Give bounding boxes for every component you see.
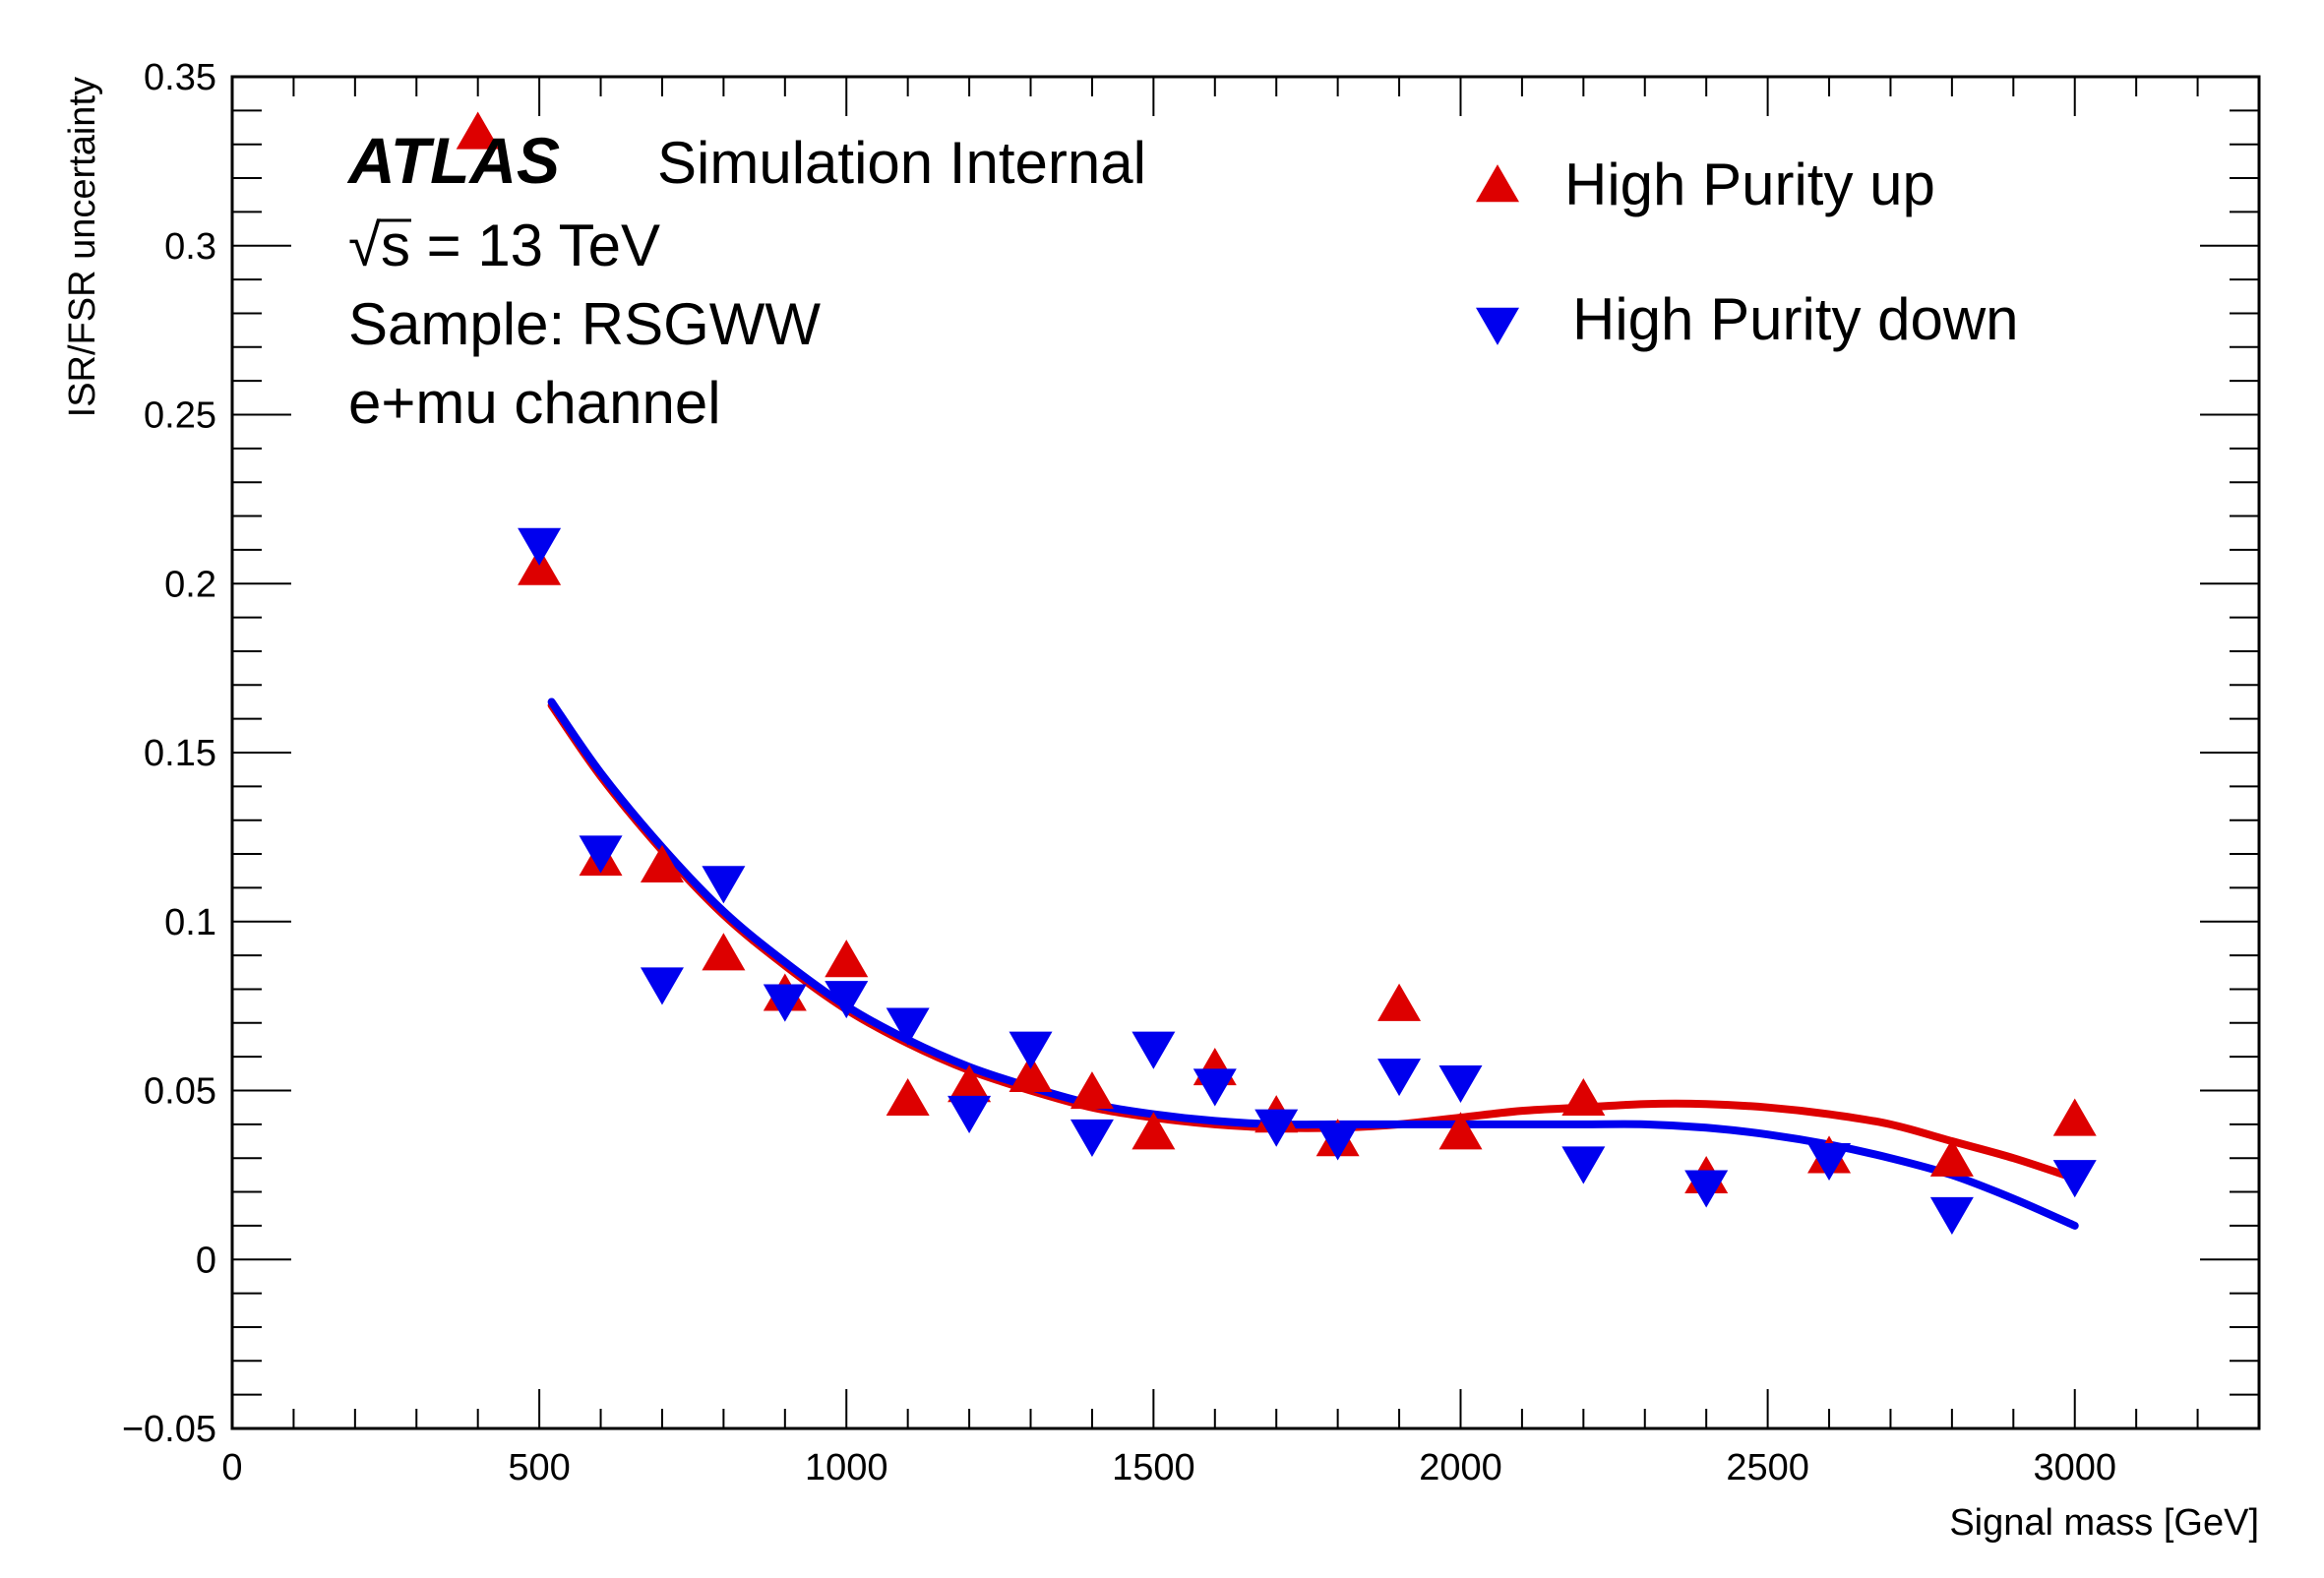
- marker-high-purity-up: [886, 1077, 930, 1117]
- legend-triangle-up-icon: [1476, 164, 1519, 203]
- marker-high-purity-up: [825, 940, 869, 978]
- y-tick-label: 0.3: [164, 226, 216, 268]
- marker-high-purity-down: [1438, 1064, 1483, 1104]
- sqrt-s: s: [381, 212, 410, 278]
- energy-label: √s = 13 TeV: [348, 212, 660, 278]
- fit-curve-high-purity-up: [547, 700, 2079, 1183]
- marker-high-purity-up: [1377, 983, 1422, 1021]
- channel-label: e+mu channel: [348, 370, 721, 436]
- y-tick-label: 0.1: [164, 902, 216, 943]
- marker-high-purity-down: [886, 1007, 930, 1046]
- marker-high-purity-down: [1377, 1059, 1422, 1097]
- marker-high-purity-down: [763, 984, 807, 1022]
- marker-high-purity-down: [1070, 1119, 1114, 1158]
- y-tick-label: 0.15: [144, 733, 216, 774]
- y-tick-label: 0.25: [144, 395, 216, 437]
- y-tick-label: 0.35: [144, 57, 216, 98]
- marker-high-purity-up: [702, 933, 746, 971]
- marker-high-purity-down: [702, 866, 746, 904]
- marker-high-purity-down: [1807, 1142, 1852, 1182]
- marker-high-purity-down: [518, 527, 562, 566]
- y-tick-label: 0: [196, 1240, 216, 1281]
- marker-high-purity-down: [1254, 1109, 1299, 1147]
- x-tick-label: 3000: [2033, 1447, 2116, 1488]
- marker-high-purity-up: [1131, 1112, 1176, 1150]
- x-tick-label: 2500: [1726, 1447, 1809, 1488]
- sqrt-symbol: √: [348, 212, 381, 278]
- marker-high-purity-up: [518, 547, 562, 585]
- legend-marker-high-purity-up: [1476, 164, 1519, 203]
- marker-high-purity-down: [2052, 1160, 2097, 1198]
- marker-high-purity-down: [825, 981, 869, 1019]
- marker-high-purity-down: [1193, 1068, 1237, 1107]
- marker-high-purity-down: [1315, 1123, 1360, 1161]
- y-tick-label: 0.2: [164, 564, 216, 605]
- y-tick-labels: −0.05 0 0.05 0.1 0.15 0.2 0.25 0.3 0.35: [122, 57, 216, 1450]
- legend-triangle-down-icon: [1476, 307, 1519, 345]
- x-tick-label: 1000: [805, 1447, 888, 1488]
- marker-high-purity-up: [1561, 1077, 1606, 1117]
- marker-high-purity-down: [1929, 1196, 1974, 1236]
- x-tick-label: 500: [508, 1447, 570, 1488]
- simulation-internal-label: Simulation Internal: [657, 130, 1146, 196]
- legend-marker-high-purity-down: [1476, 307, 1519, 345]
- x-tick-label: 1500: [1112, 1447, 1195, 1488]
- atlas-label: ATLAS: [346, 124, 560, 197]
- marker-high-purity-up: [948, 1064, 992, 1103]
- sample-label: Sample: RSGWW: [348, 291, 821, 357]
- y-axis-title: ISR/FSR uncertainty: [62, 77, 103, 417]
- x-tick-label: 2000: [1419, 1447, 1502, 1488]
- marker-high-purity-down: [1131, 1031, 1176, 1069]
- axis-ticks: [231, 76, 2260, 1429]
- marker-high-purity-down: [1684, 1170, 1729, 1208]
- x-axis-title: Signal mass [GeV]: [1949, 1502, 2259, 1544]
- y-tick-label: 0.05: [144, 1071, 216, 1113]
- y-tick-label: −0.05: [122, 1409, 216, 1450]
- marker-high-purity-up: [1070, 1071, 1114, 1110]
- marker-high-purity-up: [456, 111, 500, 150]
- marker-high-purity-down: [948, 1095, 992, 1133]
- marker-high-purity-down: [1009, 1031, 1053, 1069]
- x-tick-label: 0: [221, 1447, 242, 1488]
- data-markers: [456, 111, 2097, 1236]
- marker-high-purity-up: [1009, 1054, 1053, 1093]
- legend: High Purity up High Purity down: [1476, 152, 2019, 352]
- marker-high-purity-up: [1438, 1112, 1483, 1150]
- marker-high-purity-up: [2052, 1098, 2097, 1136]
- legend-label-high-purity-down: High Purity down: [1572, 286, 2019, 352]
- marker-high-purity-up: [640, 844, 684, 883]
- marker-high-purity-down: [579, 835, 623, 874]
- marker-high-purity-down: [640, 967, 684, 1005]
- x-tick-labels: 0 500 1000 1500 2000 2500 3000: [221, 1447, 2116, 1488]
- marker-high-purity-down: [1561, 1146, 1606, 1184]
- marker-high-purity-up: [1929, 1138, 1974, 1177]
- legend-label-high-purity-up: High Purity up: [1564, 152, 1935, 217]
- energy-value: = 13 TeV: [410, 212, 660, 278]
